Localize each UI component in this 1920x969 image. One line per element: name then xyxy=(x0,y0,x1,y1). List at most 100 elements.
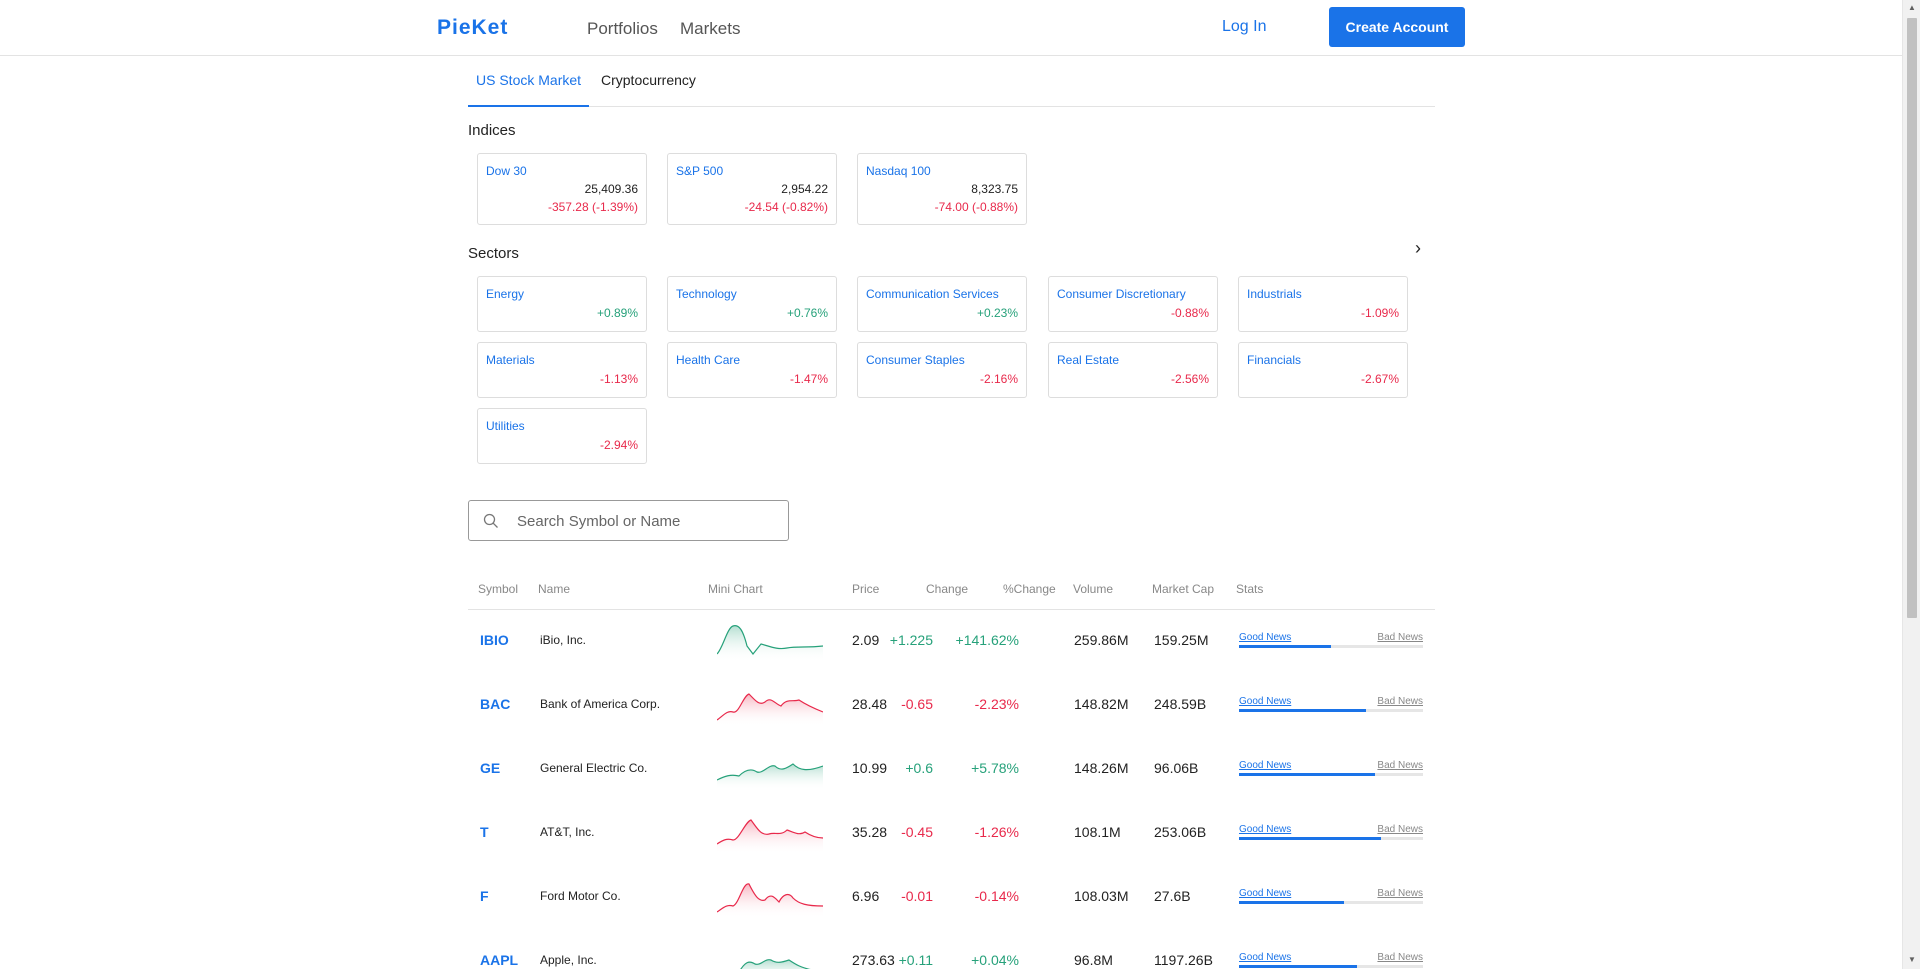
table-row[interactable]: GE General Electric Co. 10.99 +0.6 +5.78% 148… xyxy=(468,738,1435,802)
tab-us-stock-market[interactable]: US Stock Market xyxy=(476,72,582,88)
sector-card[interactable]: Consumer Staples -2.16% xyxy=(857,342,1027,398)
search-input[interactable] xyxy=(517,509,777,533)
news-ratio-bar xyxy=(1239,901,1423,904)
sector-change: -2.94% xyxy=(599,438,638,452)
stock-symbol[interactable]: IBIO xyxy=(480,632,509,648)
sector-name: Utilities xyxy=(486,419,525,433)
sector-name: Communication Services xyxy=(866,287,999,301)
good-news-link[interactable]: Good News xyxy=(1239,888,1292,899)
page-scrollbar[interactable]: ▲ ▼ xyxy=(1902,0,1920,969)
table-row[interactable]: AAPL Apple, Inc. 273.63 +0.11 +0.04% 96.8M 119… xyxy=(468,930,1435,969)
stock-change: -0.65 xyxy=(901,696,933,712)
sector-card[interactable]: Health Care -1.47% xyxy=(667,342,837,398)
stock-symbol[interactable]: T xyxy=(480,824,489,840)
bad-news-link[interactable]: Bad News xyxy=(1377,952,1423,963)
bad-news-link[interactable]: Bad News xyxy=(1377,632,1423,643)
col-volume[interactable]: Volume xyxy=(1073,582,1114,596)
sector-card[interactable]: Real Estate -2.56% xyxy=(1048,342,1218,398)
stock-change: +0.11 xyxy=(898,952,933,968)
tab-cryptocurrency[interactable]: Cryptocurrency xyxy=(601,72,696,88)
good-news-link[interactable]: Good News xyxy=(1239,824,1292,835)
stock-name: Bank of America Corp. xyxy=(540,697,661,711)
stock-volume: 148.26M xyxy=(1074,760,1129,776)
sector-change: -1.09% xyxy=(1360,306,1399,320)
nav-markets[interactable]: Markets xyxy=(680,19,741,38)
index-value: 25,409.36 xyxy=(584,182,638,196)
col-name[interactable]: Name xyxy=(538,582,571,596)
table-row[interactable]: T AT&T, Inc. 35.28 -0.45 -1.26% 108.1M 253.06B… xyxy=(468,802,1435,866)
index-card[interactable]: Nasdaq 100 8,323.75 -74.00 (-0.88%) xyxy=(857,153,1027,225)
nav-portfolios[interactable]: Portfolios xyxy=(587,19,658,38)
sector-card[interactable]: Financials -2.67% xyxy=(1238,342,1408,398)
sector-card[interactable]: Energy +0.89% xyxy=(477,276,647,332)
stock-market-cap: 248.59B xyxy=(1154,696,1207,712)
sector-card[interactable]: Utilities -2.94% xyxy=(477,408,647,464)
col-market-cap[interactable]: Market Cap xyxy=(1152,582,1215,596)
good-news-link[interactable]: Good News xyxy=(1239,696,1292,707)
bad-news-link[interactable]: Bad News xyxy=(1377,696,1423,707)
mini-chart xyxy=(717,693,823,726)
stock-symbol[interactable]: AAPL xyxy=(480,952,519,968)
login-link[interactable]: Log In xyxy=(1222,18,1267,35)
stock-price: 2.09 xyxy=(852,632,880,648)
bad-news-link[interactable]: Bad News xyxy=(1377,760,1423,771)
news-ratio-bar xyxy=(1239,773,1423,776)
top-navbar: PieKet Portfolios Markets Log In Create … xyxy=(0,0,1902,56)
sector-card[interactable]: Technology +0.76% xyxy=(667,276,837,332)
index-name: Dow 30 xyxy=(486,164,527,178)
chevron-right-icon[interactable]: › xyxy=(1415,238,1421,258)
sector-card[interactable]: Communication Services +0.23% xyxy=(857,276,1027,332)
bad-news-link[interactable]: Bad News xyxy=(1377,888,1423,899)
good-news-link[interactable]: Good News xyxy=(1239,952,1292,963)
col-mini-chart: Mini Chart xyxy=(708,582,763,596)
stock-symbol[interactable]: GE xyxy=(480,760,501,776)
news-stats: Good News Bad News xyxy=(1239,632,1423,652)
sector-name: Financials xyxy=(1247,353,1302,367)
table-row[interactable]: BAC Bank of America Corp. 28.48 -0.65 -2.23%… xyxy=(468,674,1435,738)
mini-chart-area xyxy=(717,694,823,726)
scroll-up-icon[interactable]: ▲ xyxy=(1908,3,1916,12)
table-row[interactable]: IBIO iBio, Inc. 2.09 +1.225 +141.62% 259.86M 1… xyxy=(468,610,1435,674)
stock-price: 35.28 xyxy=(852,824,888,840)
col-price[interactable]: Price xyxy=(852,582,880,596)
stock-table-header: Symbol Name Mini Chart Price Change %Cha… xyxy=(468,572,1435,610)
good-news-link[interactable]: Good News xyxy=(1239,632,1292,643)
col-pct-change[interactable]: %Change xyxy=(1003,582,1056,596)
scroll-thumb[interactable] xyxy=(1907,18,1917,618)
stock-market-cap: 96.06B xyxy=(1154,760,1199,776)
index-card[interactable]: S&P 500 2,954.22 -24.54 (-0.82%) xyxy=(667,153,837,225)
scroll-down-icon[interactable]: ▼ xyxy=(1908,955,1916,964)
create-account-button[interactable]: Create Account xyxy=(1329,7,1465,47)
mini-chart xyxy=(740,959,812,969)
stock-volume: 259.86M xyxy=(1074,632,1129,648)
index-change: -357.28 (-1.39%) xyxy=(547,200,638,214)
search-icon xyxy=(483,513,498,528)
good-news-link[interactable]: Good News xyxy=(1239,760,1292,771)
sector-card[interactable]: Materials -1.13% xyxy=(477,342,647,398)
col-symbol[interactable]: Symbol xyxy=(478,582,519,596)
stock-symbol[interactable]: BAC xyxy=(480,696,511,712)
market-tabs: US Stock Market Cryptocurrency xyxy=(468,56,1435,107)
stock-pct-change: +0.04% xyxy=(971,952,1019,968)
stock-pct-change: +5.78% xyxy=(971,760,1019,776)
stock-pct-change: -2.23% xyxy=(974,696,1019,712)
col-change[interactable]: Change xyxy=(926,582,969,596)
sector-card[interactable]: Consumer Discretionary -0.88% xyxy=(1048,276,1218,332)
table-row[interactable]: F Ford Motor Co. 6.96 -0.01 -0.14% 108.03M 27.… xyxy=(468,866,1435,930)
brand-logo[interactable]: PieKet xyxy=(437,16,509,39)
stock-volume: 108.1M xyxy=(1074,824,1121,840)
mini-chart xyxy=(717,763,823,790)
mini-chart xyxy=(717,625,823,662)
sector-card[interactable]: Industrials -1.09% xyxy=(1238,276,1408,332)
news-stats: Good News Bad News xyxy=(1239,824,1423,844)
stock-price: 6.96 xyxy=(852,888,880,904)
bad-news-link[interactable]: Bad News xyxy=(1377,824,1423,835)
sector-change: -0.88% xyxy=(1170,306,1209,320)
sector-name: Materials xyxy=(486,353,535,367)
sector-change: -1.47% xyxy=(789,372,828,386)
news-ratio-bar xyxy=(1239,645,1423,648)
sector-change: -2.16% xyxy=(979,372,1018,386)
index-card[interactable]: Dow 30 25,409.36 -357.28 (-1.39%) xyxy=(477,153,647,225)
stock-symbol[interactable]: F xyxy=(480,888,489,904)
stock-pct-change: +141.62% xyxy=(955,632,1019,648)
